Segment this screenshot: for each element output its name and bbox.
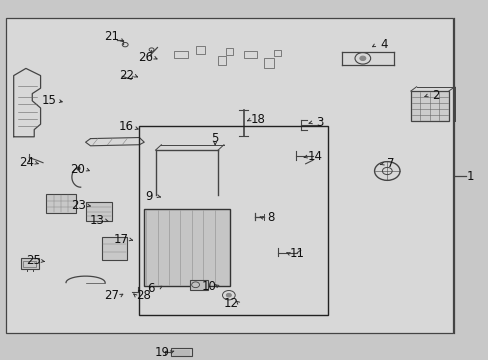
Text: 20: 20 bbox=[70, 163, 84, 176]
Bar bbox=[217, 56, 226, 65]
Text: 27: 27 bbox=[104, 289, 119, 302]
Bar bbox=[102, 237, 127, 260]
Text: 19: 19 bbox=[155, 346, 169, 359]
Text: 13: 13 bbox=[89, 214, 104, 227]
Bar bbox=[189, 280, 208, 290]
Text: 5: 5 bbox=[211, 132, 219, 145]
Text: 25: 25 bbox=[26, 255, 41, 267]
Bar bbox=[173, 51, 188, 58]
Bar bbox=[23, 261, 36, 267]
Bar bbox=[225, 48, 233, 55]
Bar bbox=[264, 58, 273, 68]
Text: 8: 8 bbox=[267, 211, 275, 224]
Circle shape bbox=[359, 56, 365, 60]
Bar bbox=[20, 258, 39, 269]
Text: 6: 6 bbox=[146, 282, 154, 294]
Text: 28: 28 bbox=[136, 289, 150, 302]
Text: 21: 21 bbox=[104, 30, 119, 43]
Bar bbox=[195, 46, 205, 54]
Text: 24: 24 bbox=[20, 156, 34, 169]
Text: 4: 4 bbox=[379, 39, 387, 51]
Text: 3: 3 bbox=[316, 116, 324, 129]
Text: 1: 1 bbox=[466, 170, 474, 183]
Bar bbox=[85, 202, 112, 221]
Bar bbox=[410, 91, 448, 121]
Text: 11: 11 bbox=[289, 247, 304, 260]
Bar bbox=[46, 194, 76, 213]
Text: 12: 12 bbox=[223, 297, 238, 310]
Text: 18: 18 bbox=[250, 113, 265, 126]
Text: 14: 14 bbox=[307, 150, 322, 163]
Text: 16: 16 bbox=[119, 120, 133, 133]
Text: 2: 2 bbox=[431, 89, 439, 102]
Text: 22: 22 bbox=[119, 69, 133, 82]
Text: 26: 26 bbox=[138, 51, 153, 64]
Bar bbox=[139, 126, 327, 315]
Text: 7: 7 bbox=[386, 157, 394, 170]
Text: 23: 23 bbox=[71, 199, 85, 212]
Bar bbox=[144, 209, 229, 286]
Text: 10: 10 bbox=[202, 280, 216, 293]
Circle shape bbox=[226, 293, 231, 297]
Bar bbox=[273, 50, 281, 56]
Text: 17: 17 bbox=[114, 233, 128, 246]
Bar bbox=[6, 18, 452, 333]
Bar bbox=[244, 51, 256, 58]
Bar bbox=[171, 348, 191, 356]
Text: 9: 9 bbox=[145, 190, 153, 203]
Text: 15: 15 bbox=[41, 94, 56, 107]
